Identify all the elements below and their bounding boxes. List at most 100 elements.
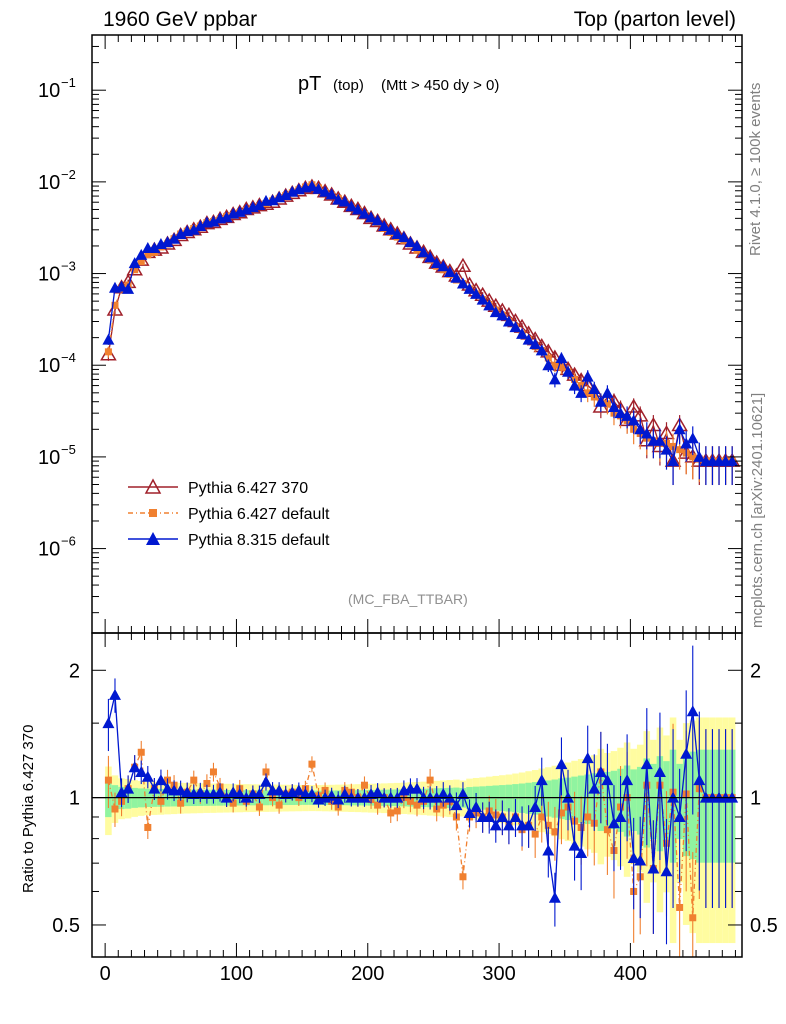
ratio-band-green xyxy=(545,780,552,817)
data-point-p8-default xyxy=(371,214,384,226)
ratio-y-tick-label: 0.5 xyxy=(52,915,80,937)
data-point-p8-default xyxy=(588,383,601,395)
ratio-point-p8-default xyxy=(509,810,522,822)
main-series-layer xyxy=(100,178,741,486)
x-tick-label: 200 xyxy=(351,963,384,985)
ratio-point-p8-default xyxy=(470,801,483,813)
data-point-p8-default xyxy=(128,257,141,269)
data-point-p8-default xyxy=(168,232,181,244)
ratio-point-p8-default xyxy=(529,801,542,813)
legend-marker-p6-default xyxy=(149,509,157,517)
data-point-p8-default xyxy=(660,443,673,455)
data-point-p8-default xyxy=(194,220,207,232)
ratio-point-p6-default xyxy=(360,781,368,789)
main-y-tick-exponent: −3 xyxy=(61,259,76,274)
ratio-point-p6-default xyxy=(137,748,145,756)
data-point-p8-default xyxy=(483,299,496,311)
data-point-p8-default xyxy=(456,277,469,289)
ratio-point-p6-default xyxy=(308,760,316,768)
data-point-p6-default xyxy=(111,301,119,309)
data-point-p8-default xyxy=(542,359,555,371)
ratio-point-p8-default xyxy=(607,817,620,829)
data-point-p8-default xyxy=(430,257,443,269)
ratio-point-p8-default xyxy=(259,775,272,787)
ratio-point-p6-default xyxy=(262,768,270,776)
ratio-point-p8-default xyxy=(686,705,699,717)
ratio-point-p8-default xyxy=(542,844,555,856)
main-y-tick-label: 10 xyxy=(38,355,60,377)
ratio-point-p8-default xyxy=(621,774,634,786)
ratio-band-green xyxy=(630,769,637,831)
ratio-point-p8-default xyxy=(411,782,423,794)
ratio-series-layer xyxy=(102,645,739,957)
ratio-point-p8-default xyxy=(522,819,535,831)
x-tick-label: 400 xyxy=(614,963,647,985)
data-point-p8-default xyxy=(476,293,489,305)
ratio-y-tick-label: 1 xyxy=(69,788,80,810)
ratio-point-p8-default xyxy=(122,782,135,794)
data-point-p8-default xyxy=(627,414,640,426)
data-point-p8-default xyxy=(220,211,233,223)
ratio-point-p8-default xyxy=(253,787,266,799)
data-point-p8-default xyxy=(424,251,437,263)
ratio-y-tick-label-right: 1 xyxy=(750,788,761,810)
ratio-point-p6-default xyxy=(111,805,119,813)
data-point-p8-default xyxy=(535,344,548,356)
ratio-point-p6-default xyxy=(177,799,185,807)
ratio-point-p8-default xyxy=(568,839,581,851)
data-point-p8-default xyxy=(667,455,680,467)
ratio-point-p8-default xyxy=(108,688,121,700)
ratio-point-p6-default xyxy=(393,807,401,815)
data-point-p8-default xyxy=(496,309,509,321)
side-rivet-label: Rivet 4.1.0, ≥ 100k events xyxy=(747,82,764,256)
ratio-point-p6-default xyxy=(209,768,217,776)
ratio-point-p8-default xyxy=(496,810,509,822)
ratio-band-green xyxy=(650,763,657,839)
ratio-point-p8-default xyxy=(653,765,666,777)
data-point-p8-default xyxy=(594,395,607,407)
data-point-p8-default xyxy=(575,386,588,398)
ratio-point-p6-default xyxy=(374,801,382,809)
legend-label-p8-default: Pythia 8.315 default xyxy=(188,532,330,549)
ratio-point-p8-default xyxy=(680,747,693,759)
data-point-p8-default xyxy=(312,182,325,194)
data-point-p8-default xyxy=(555,351,568,363)
data-point-p6-default xyxy=(544,354,552,362)
plot-title-cut: (Mtt > 450 dy > 0) xyxy=(381,77,499,94)
data-point-p8-default xyxy=(568,379,581,391)
ratio-point-p6-default xyxy=(275,801,283,809)
data-point-p8-default xyxy=(358,207,371,219)
ratio-point-p8-default xyxy=(135,765,148,777)
legend-label-p6-370: Pythia 6.427 370 xyxy=(188,480,308,497)
data-point-p8-default xyxy=(522,333,535,345)
ratio-frame xyxy=(91,632,743,958)
ratio-point-p8-default xyxy=(535,774,548,786)
header-energy: 1960 GeV ppbar xyxy=(103,8,258,31)
ratio-band-green xyxy=(636,766,644,835)
ratio-point-p8-default xyxy=(548,891,561,903)
ratio-band-green xyxy=(525,782,532,814)
ratio-point-p8-default xyxy=(660,865,673,877)
plot-title-main: pT xyxy=(298,73,321,95)
data-point-p6-default xyxy=(144,251,152,259)
ratio-point-p8-default xyxy=(673,810,686,822)
ratio-point-p8-default xyxy=(634,854,647,866)
ratio-point-p8-default xyxy=(627,851,640,863)
data-point-p8-default xyxy=(319,185,332,197)
x-tick-label: 300 xyxy=(482,963,515,985)
main-y-tick-exponent: −5 xyxy=(61,442,76,457)
ratio-point-p6-default xyxy=(190,776,198,784)
data-point-p6-default xyxy=(689,453,697,461)
data-point-p8-default xyxy=(397,231,410,243)
ratio-point-p6-default xyxy=(426,776,434,784)
ratio-y-tick-label-right: 0.5 xyxy=(750,915,778,937)
data-point-p6-default xyxy=(137,258,145,266)
data-point-p8-default xyxy=(266,194,279,206)
ratio-mc-bands xyxy=(105,717,736,944)
ratio-point-p8-default xyxy=(489,819,502,831)
data-point-p8-default xyxy=(653,434,666,446)
ratio-point-p8-default xyxy=(483,810,496,822)
ratio-point-p6-default xyxy=(203,779,211,787)
data-point-p8-default xyxy=(174,228,187,240)
ratio-point-p8-default xyxy=(614,810,627,822)
